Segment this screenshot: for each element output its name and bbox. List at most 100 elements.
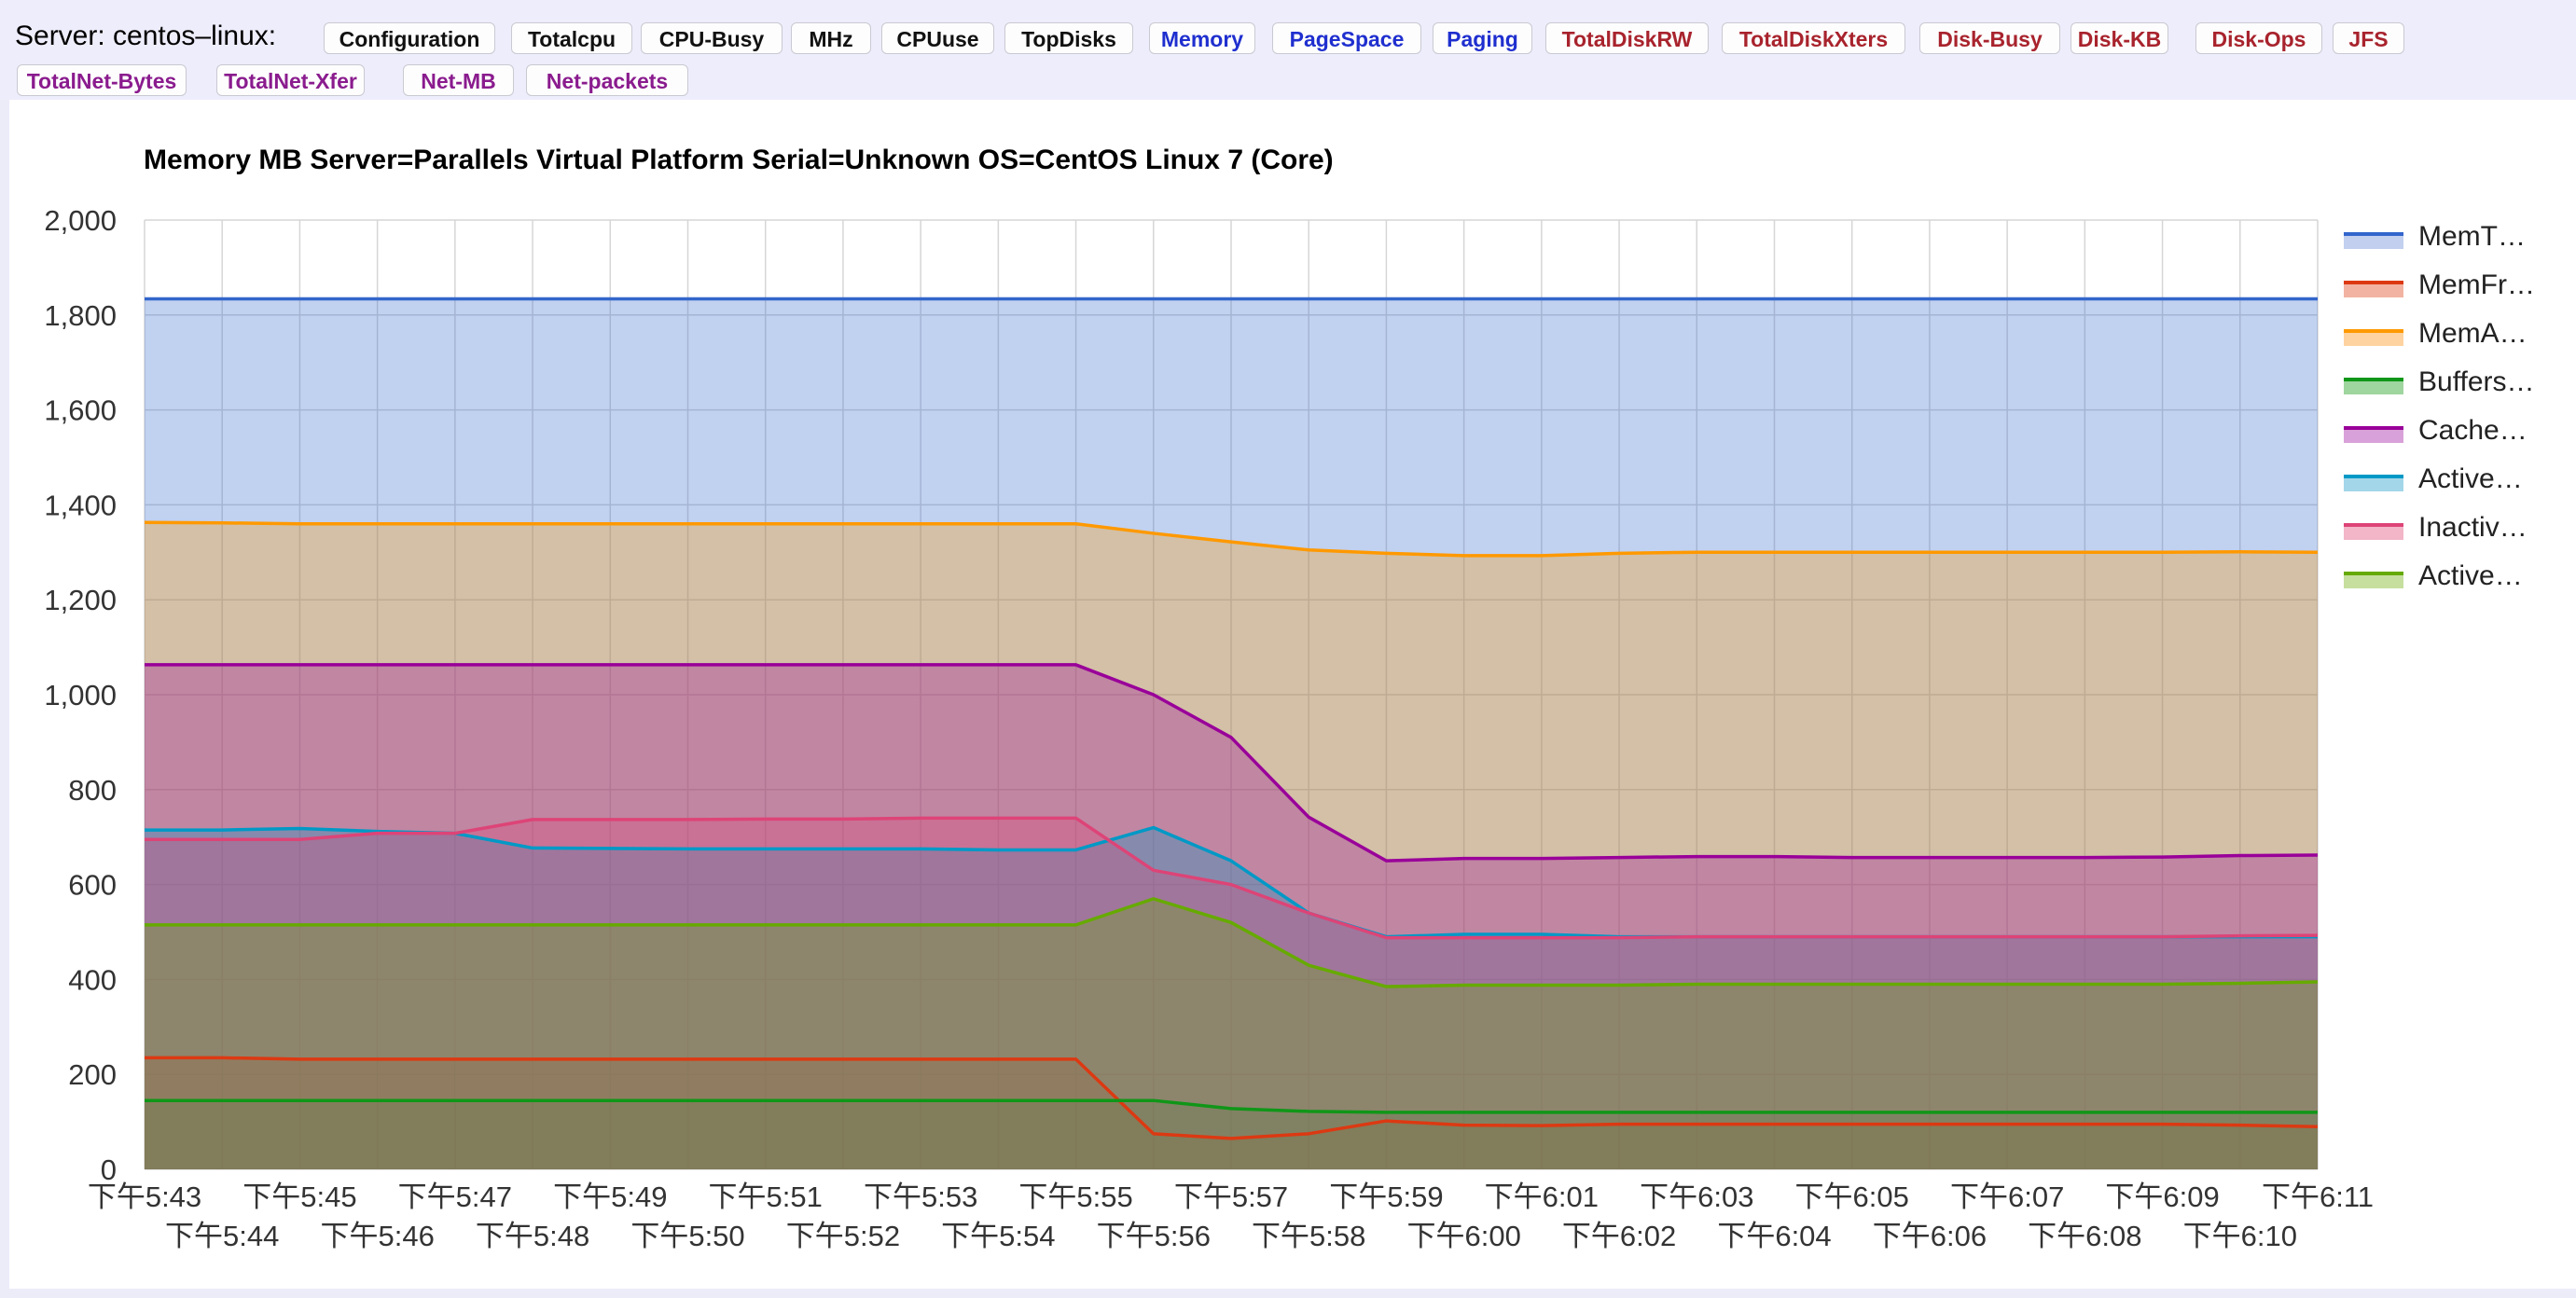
legend-swatch	[2344, 281, 2403, 297]
legend-label: Active…	[2418, 463, 2523, 494]
legend-item[interactable]: Active…	[2344, 557, 2568, 605]
series-line-3	[145, 1098, 2318, 1114]
nav-button-jfs[interactable]: JFS	[2333, 22, 2404, 54]
series-area-4	[145, 664, 2318, 1169]
series-line-1	[145, 1056, 2319, 1140]
series-line-2	[144, 520, 2319, 558]
legend-item[interactable]: MemT…	[2344, 217, 2568, 266]
x-tick-label: 下午5:55	[1018, 1181, 1132, 1213]
legend-item[interactable]: Cache…	[2344, 411, 2568, 460]
x-tick-label: 下午6:06	[1873, 1220, 1987, 1252]
x-tick-label: 下午5:50	[630, 1220, 744, 1252]
chart-title: Memory MB Server=Parallels Virtual Platf…	[144, 145, 1334, 175]
x-tick-label: 下午5:54	[941, 1220, 1055, 1252]
y-tick-label: 1,400	[44, 489, 117, 521]
x-tick-label: 下午5:44	[165, 1220, 279, 1252]
x-tick-label: 下午6:08	[2028, 1220, 2141, 1252]
x-tick-label: 下午6:02	[1562, 1220, 1676, 1252]
series-line-4	[145, 663, 2319, 863]
chart-menu-bar: Server: centos–linux: Configuration Total…	[0, 0, 2576, 100]
legend-item[interactable]: Inactiv…	[2344, 508, 2568, 557]
nav-button-topdisks[interactable]: TopDisks	[1004, 22, 1133, 54]
y-tick-label: 800	[68, 774, 117, 807]
x-tick-label: 下午5:53	[864, 1181, 977, 1213]
y-tick-label: 1,200	[44, 584, 117, 616]
legend-swatch	[2344, 426, 2403, 443]
series-area-1	[145, 1057, 2318, 1169]
legend-label: Inactiv…	[2418, 512, 2528, 543]
server-label: Server: centos–linux:	[15, 21, 277, 51]
series-area-3	[145, 1100, 2318, 1169]
nav-button-pagespace[interactable]: PageSpace	[1272, 22, 1421, 54]
series-line-6	[145, 816, 2319, 940]
y-tick-label: 600	[68, 869, 117, 902]
x-tick-label: 下午5:57	[1174, 1181, 1288, 1213]
x-tick-label: 下午6:01	[1485, 1181, 1599, 1213]
legend-item[interactable]: MemFr…	[2344, 266, 2568, 314]
nav-button-totalnet-bytes[interactable]: TotalNet-Bytes	[17, 64, 187, 96]
nav-button-configuration[interactable]: Configuration	[324, 22, 495, 54]
y-tick-label: 1,800	[44, 299, 117, 332]
legend-item[interactable]: Active…	[2344, 460, 2568, 508]
nav-button-totaldiskrw[interactable]: TotalDiskRW	[1545, 22, 1709, 54]
x-tick-label: 下午5:43	[88, 1181, 201, 1213]
legend-swatch	[2344, 329, 2403, 346]
x-tick-label: 下午5:46	[320, 1220, 434, 1252]
y-tick-label: 1,000	[44, 679, 117, 711]
legend-swatch	[2344, 572, 2403, 588]
x-tick-label: 下午5:59	[1329, 1181, 1443, 1213]
y-tick-label: 0	[101, 1153, 117, 1186]
legend-swatch	[2344, 378, 2403, 394]
x-tick-label: 下午6:07	[1950, 1181, 2064, 1213]
series-area-6	[145, 818, 2318, 1169]
x-tick-label: 下午5:47	[398, 1181, 512, 1213]
nav-button-mhz[interactable]: MHz	[791, 22, 871, 54]
x-tick-label: 下午5:51	[709, 1181, 823, 1213]
nav-button-cpuuse[interactable]: CPUuse	[881, 22, 994, 54]
legend-swatch	[2344, 232, 2403, 249]
series-area-5	[145, 827, 2318, 1169]
x-tick-label: 下午6:04	[1717, 1220, 1831, 1252]
nav-button-totaldiskxters[interactable]: TotalDiskXters	[1722, 22, 1905, 54]
nav-button-net-packets[interactable]: Net-packets	[526, 64, 688, 96]
legend-label: Buffers…	[2418, 366, 2535, 397]
nav-button-memory[interactable]: Memory	[1149, 22, 1255, 54]
series-line-7	[145, 897, 2319, 988]
legend-item[interactable]: Buffers…	[2344, 363, 2568, 411]
nav-button-net-mb[interactable]: Net-MB	[403, 64, 514, 96]
legend-item[interactable]: MemA…	[2344, 314, 2568, 363]
y-tick-label: 1,600	[44, 394, 117, 427]
legend-swatch	[2344, 523, 2403, 540]
legend-label: MemFr…	[2418, 269, 2535, 300]
nav-button-totalnet-xfer[interactable]: TotalNet-Xfer	[216, 64, 365, 96]
y-tick-label: 200	[68, 1058, 117, 1091]
nav-button-totalcpu[interactable]: Totalcpu	[511, 22, 632, 54]
legend-label: Active…	[2418, 560, 2523, 591]
legend-label: MemT…	[2418, 221, 2526, 252]
nav-button-disk-ops[interactable]: Disk-Ops	[2195, 22, 2322, 54]
y-tick-label: 400	[68, 963, 117, 996]
legend-label: Cache…	[2418, 415, 2528, 446]
x-tick-label: 下午6:11	[2262, 1181, 2374, 1213]
x-tick-label: 下午6:05	[1795, 1181, 1909, 1213]
legend-label: MemA…	[2418, 318, 2528, 349]
x-tick-label: 下午5:52	[786, 1220, 900, 1252]
x-tick-label: 下午5:48	[476, 1220, 589, 1252]
nav-button-paging[interactable]: Paging	[1433, 22, 1532, 54]
series-area-0	[145, 298, 2318, 1169]
nav-button-cpu-busy[interactable]: CPU-Busy	[641, 22, 782, 54]
x-tick-label: 下午6:03	[1640, 1181, 1753, 1213]
x-tick-label: 下午6:10	[2183, 1220, 2297, 1252]
x-tick-label: 下午6:09	[2105, 1181, 2219, 1213]
chart-legend: MemT… MemFr… MemA… Buffers… Cache… Active… Ina…	[2344, 217, 2568, 605]
nav-button-disk-kb[interactable]: Disk-KB	[2070, 22, 2168, 54]
nav-button-disk-busy[interactable]: Disk-Busy	[1919, 22, 2060, 54]
x-tick-label: 下午5:56	[1097, 1220, 1211, 1252]
x-tick-label: 下午5:45	[242, 1181, 356, 1213]
series-area-2	[145, 522, 2318, 1169]
legend-swatch	[2344, 475, 2403, 491]
x-tick-label: 下午5:58	[1252, 1220, 1365, 1252]
x-tick-label: 下午6:00	[1406, 1220, 1520, 1252]
y-tick-label: 2,000	[44, 204, 117, 237]
